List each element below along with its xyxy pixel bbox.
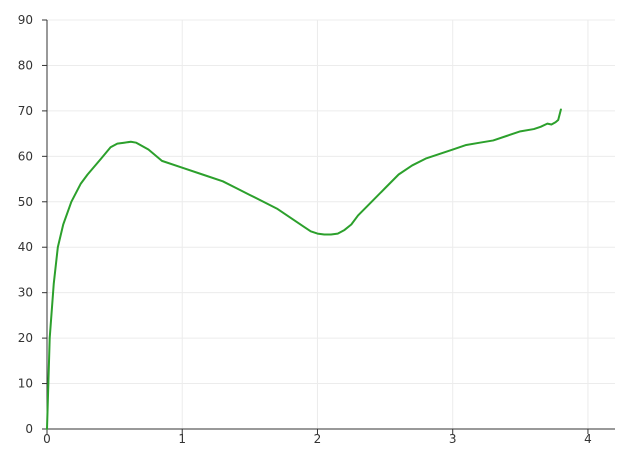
y-tick-label: 20 — [18, 331, 33, 345]
y-tick-label: 60 — [18, 149, 33, 163]
y-axis: 0 10 20 30 40 50 60 70 80 90 — [18, 13, 48, 436]
x-tick-label: 4 — [584, 432, 592, 446]
y-tick-label: 0 — [25, 422, 33, 436]
y-tick-label: 90 — [18, 13, 33, 27]
grid-lines — [47, 19, 615, 429]
y-tick-label: 10 — [18, 377, 33, 391]
y-tick-label: 50 — [18, 195, 33, 209]
series-line-1 — [46, 108, 562, 430]
x-tick-label: 0 — [43, 432, 51, 446]
data-series — [46, 108, 562, 430]
y-tick-label: 70 — [18, 104, 33, 118]
y-tick-label: 80 — [18, 58, 33, 72]
x-tick-label: 1 — [178, 432, 186, 446]
x-tick-label: 3 — [449, 432, 457, 446]
y-tick-label: 30 — [18, 286, 33, 300]
y-tick-label: 40 — [18, 240, 33, 254]
x-tick-label: 2 — [314, 432, 322, 446]
x-axis: 0 1 2 3 4 — [43, 428, 615, 446]
